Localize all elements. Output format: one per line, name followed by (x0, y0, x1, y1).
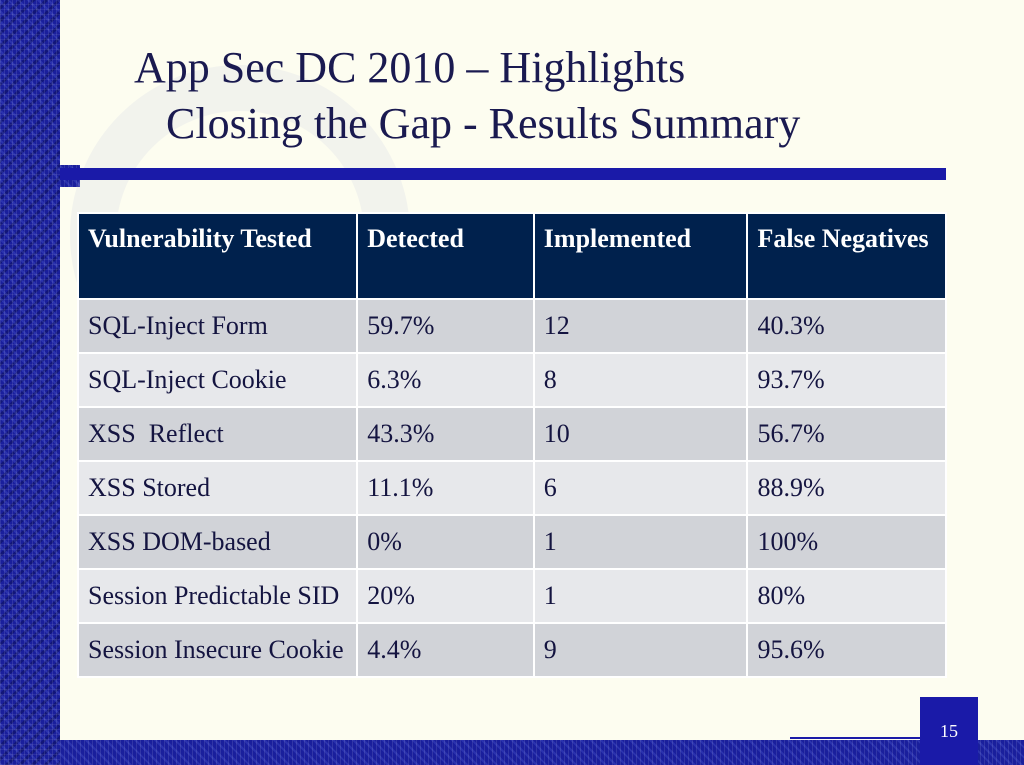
cell-detected: 11.1% (356, 460, 535, 516)
cell-vulnerability: Session Predictable SID (76, 568, 359, 624)
header-vulnerability-tested: Vulnerability Tested (76, 212, 359, 300)
cell-detected: 20% (356, 568, 535, 624)
table-row: XSS Reflect 43.3% 10 56.7% (76, 406, 947, 462)
cell-implemented: 9 (532, 622, 749, 678)
cell-false-negatives: 56.7% (746, 406, 947, 462)
cell-implemented: 6 (532, 460, 749, 516)
table-row: XSS Stored 11.1% 6 88.9% (76, 460, 947, 516)
cell-implemented: 8 (532, 352, 749, 408)
results-table: Vulnerability Tested Detected Implemente… (76, 212, 947, 678)
cell-false-negatives: 40.3% (746, 298, 947, 354)
cell-false-negatives: 88.9% (746, 460, 947, 516)
table-row: XSS DOM-based 0% 1 100% (76, 514, 947, 570)
cell-false-negatives: 93.7% (746, 352, 947, 408)
cell-implemented: 10 (532, 406, 749, 462)
table-header-row: Vulnerability Tested Detected Implemente… (76, 212, 947, 300)
cell-vulnerability: XSS DOM-based (76, 514, 359, 570)
cell-vulnerability: SQL-Inject Form (76, 298, 359, 354)
cell-false-negatives: 100% (746, 514, 947, 570)
left-decorative-band (0, 0, 60, 765)
header-implemented: Implemented (532, 212, 749, 300)
cell-detected: 0% (356, 514, 535, 570)
title-underline-rule (60, 168, 946, 180)
slide-title-line2: Closing the Gap - Results Summary (166, 99, 801, 148)
cell-vulnerability: SQL-Inject Cookie (76, 352, 359, 408)
table-row: SQL-Inject Form 59.7% 12 40.3% (76, 298, 947, 354)
table-row: SQL-Inject Cookie 6.3% 8 93.7% (76, 352, 947, 408)
header-detected: Detected (356, 212, 535, 300)
cell-detected: 4.4% (356, 622, 535, 678)
cell-vulnerability: XSS Stored (76, 460, 359, 516)
cell-detected: 6.3% (356, 352, 535, 408)
cell-detected: 59.7% (356, 298, 535, 354)
cell-vulnerability: XSS Reflect (76, 406, 359, 462)
page-number: 15 (940, 720, 958, 741)
cell-implemented: 1 (532, 514, 749, 570)
header-false-negatives: False Negatives (746, 212, 947, 300)
bottom-decorative-band (60, 740, 1024, 765)
table-row: Session Predictable SID 20% 1 80% (76, 568, 947, 624)
cell-detected: 43.3% (356, 406, 535, 462)
page-number-box: 15 (920, 697, 978, 765)
cell-implemented: 12 (532, 298, 749, 354)
slide-title: App Sec DC 2010 – Highlights Closing the… (134, 40, 800, 152)
cell-false-negatives: 80% (746, 568, 947, 624)
slide-title-line1: App Sec DC 2010 – Highlights (134, 43, 686, 92)
cell-vulnerability: Session Insecure Cookie (76, 622, 359, 678)
table-row: Session Insecure Cookie 4.4% 9 95.6% (76, 622, 947, 678)
cell-false-negatives: 95.6% (746, 622, 947, 678)
footer-rule (790, 737, 920, 739)
cell-implemented: 1 (532, 568, 749, 624)
